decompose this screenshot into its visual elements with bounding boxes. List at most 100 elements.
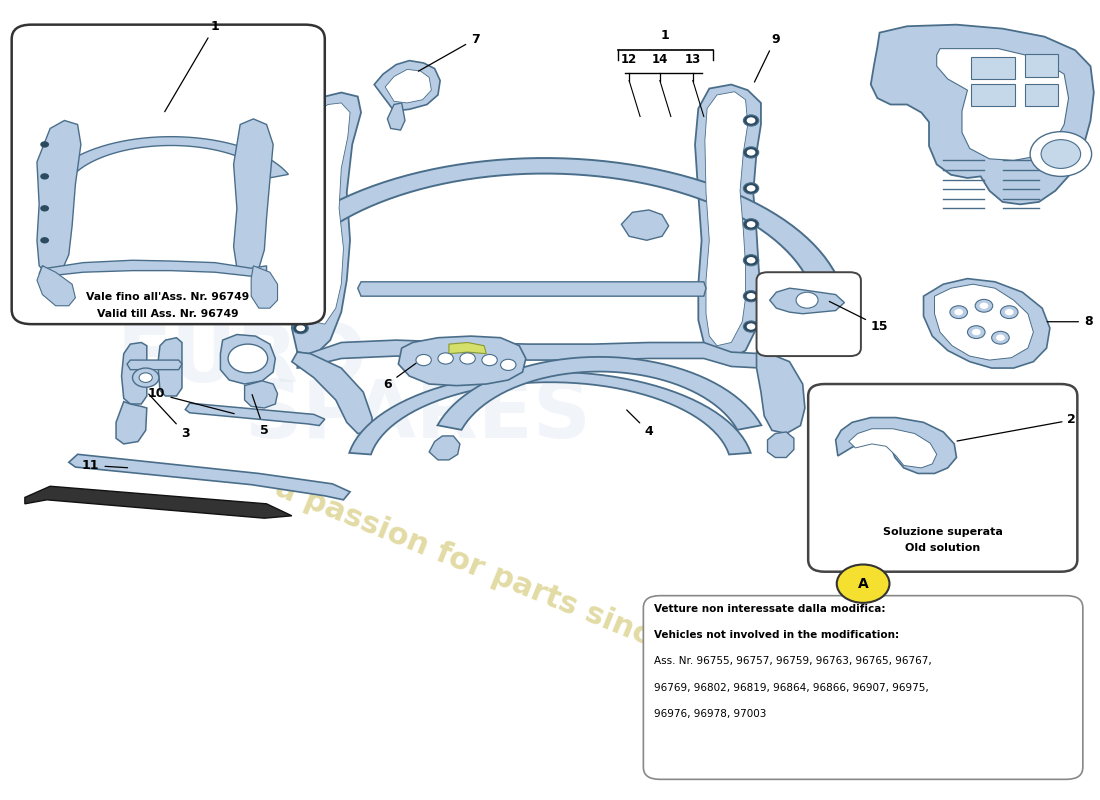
- Text: Valid till Ass. Nr. 96749: Valid till Ass. Nr. 96749: [97, 309, 239, 319]
- Polygon shape: [297, 340, 761, 368]
- Circle shape: [293, 322, 308, 334]
- Circle shape: [296, 126, 305, 132]
- Text: 4: 4: [627, 410, 653, 438]
- Bar: [1024, 84, 1057, 106]
- Polygon shape: [387, 103, 405, 130]
- Circle shape: [955, 309, 964, 315]
- Text: Soluzione superata: Soluzione superata: [883, 526, 1003, 537]
- FancyBboxPatch shape: [644, 596, 1082, 779]
- Circle shape: [293, 155, 308, 166]
- Circle shape: [296, 158, 305, 164]
- Circle shape: [132, 368, 158, 387]
- Circle shape: [744, 254, 759, 266]
- Circle shape: [482, 354, 497, 366]
- Polygon shape: [292, 352, 372, 434]
- Polygon shape: [244, 381, 277, 408]
- Polygon shape: [770, 288, 845, 314]
- Circle shape: [747, 221, 756, 227]
- Polygon shape: [185, 403, 324, 426]
- Circle shape: [996, 334, 1004, 341]
- Text: 96769, 96802, 96819, 96864, 96866, 96907, 96975,: 96769, 96802, 96819, 96864, 96866, 96907…: [654, 682, 930, 693]
- Text: 11: 11: [82, 459, 128, 472]
- Text: A: A: [858, 577, 869, 590]
- Text: 1: 1: [165, 20, 219, 112]
- Polygon shape: [350, 372, 750, 454]
- Polygon shape: [116, 402, 146, 444]
- Text: 15: 15: [829, 302, 889, 333]
- Bar: [971, 57, 1014, 79]
- Circle shape: [296, 189, 305, 195]
- Circle shape: [41, 237, 50, 243]
- Polygon shape: [935, 284, 1033, 360]
- Circle shape: [991, 331, 1009, 344]
- Polygon shape: [438, 357, 761, 430]
- Circle shape: [747, 118, 756, 124]
- Text: 14: 14: [651, 53, 668, 66]
- Circle shape: [293, 258, 308, 270]
- Circle shape: [41, 142, 50, 148]
- Polygon shape: [25, 486, 292, 518]
- Polygon shape: [288, 93, 361, 356]
- Polygon shape: [220, 334, 275, 384]
- Text: Vehicles not involved in the modification:: Vehicles not involved in the modificatio…: [654, 630, 900, 640]
- Polygon shape: [695, 85, 761, 358]
- Circle shape: [747, 323, 756, 330]
- Circle shape: [500, 359, 516, 370]
- Circle shape: [1000, 306, 1018, 318]
- Text: 8: 8: [1047, 315, 1092, 328]
- Polygon shape: [157, 338, 182, 396]
- Circle shape: [438, 353, 453, 364]
- Circle shape: [980, 302, 988, 309]
- Text: 7: 7: [418, 33, 480, 71]
- Circle shape: [747, 293, 756, 299]
- Circle shape: [416, 354, 431, 366]
- Circle shape: [228, 344, 267, 373]
- Polygon shape: [768, 432, 794, 458]
- Circle shape: [744, 290, 759, 302]
- Polygon shape: [40, 260, 266, 276]
- Circle shape: [293, 222, 308, 234]
- Circle shape: [744, 147, 759, 158]
- Polygon shape: [705, 92, 748, 346]
- Text: Ass. Nr. 96755, 96757, 96759, 96763, 96765, 96767,: Ass. Nr. 96755, 96757, 96759, 96763, 967…: [654, 656, 932, 666]
- Circle shape: [976, 299, 992, 312]
- Text: a passion for parts since 1985: a passion for parts since 1985: [271, 473, 763, 694]
- FancyBboxPatch shape: [12, 25, 324, 324]
- Circle shape: [1030, 132, 1091, 176]
- Circle shape: [744, 115, 759, 126]
- Text: 13: 13: [684, 53, 701, 66]
- Bar: [1024, 54, 1057, 77]
- Circle shape: [293, 294, 308, 306]
- Polygon shape: [37, 121, 81, 274]
- Circle shape: [837, 565, 890, 603]
- Circle shape: [972, 329, 981, 335]
- Polygon shape: [385, 70, 431, 103]
- Text: Old solution: Old solution: [905, 542, 980, 553]
- Circle shape: [747, 150, 756, 156]
- Circle shape: [139, 373, 152, 382]
- Polygon shape: [37, 266, 76, 306]
- Polygon shape: [937, 49, 1068, 161]
- Circle shape: [296, 297, 305, 303]
- Polygon shape: [871, 25, 1093, 204]
- Text: 5: 5: [252, 394, 268, 437]
- Polygon shape: [836, 418, 957, 474]
- Text: 96976, 96978, 97003: 96976, 96978, 97003: [654, 709, 767, 719]
- Circle shape: [41, 173, 50, 179]
- Circle shape: [747, 185, 756, 191]
- Circle shape: [296, 261, 305, 267]
- Text: 9: 9: [755, 33, 780, 82]
- Text: SPARES: SPARES: [244, 377, 592, 455]
- Circle shape: [1041, 140, 1080, 169]
- Text: 2: 2: [957, 414, 1076, 441]
- Text: Vale fino all'Ass. Nr. 96749: Vale fino all'Ass. Nr. 96749: [86, 292, 250, 302]
- Text: 3: 3: [148, 394, 189, 440]
- Polygon shape: [297, 103, 350, 324]
- Polygon shape: [69, 454, 350, 500]
- Polygon shape: [449, 342, 486, 354]
- Polygon shape: [121, 342, 146, 404]
- Polygon shape: [358, 282, 706, 296]
- Polygon shape: [757, 352, 805, 434]
- Polygon shape: [54, 137, 288, 178]
- Circle shape: [296, 325, 305, 331]
